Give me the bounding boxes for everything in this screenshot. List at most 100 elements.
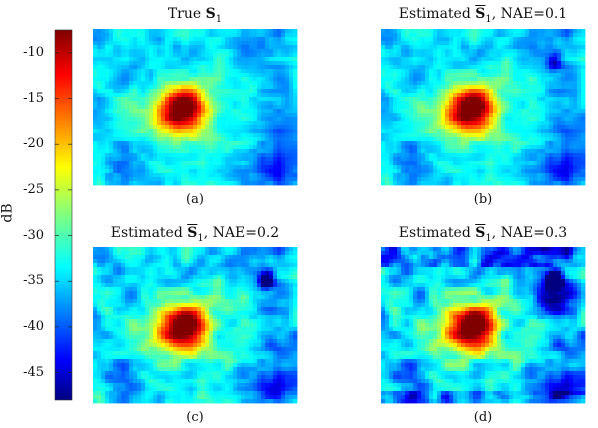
heatmap-cell [169, 29, 174, 34]
heatmap-cell [109, 259, 114, 264]
heatmap-cell [485, 157, 490, 162]
heatmap-cell [441, 129, 446, 134]
heatmap-cell [237, 255, 242, 260]
heatmap-cell [461, 121, 466, 126]
heatmap-cell [433, 93, 438, 98]
heatmap-cell [425, 129, 430, 134]
heatmap-cell [177, 271, 182, 276]
heatmap-cell [533, 93, 538, 98]
heatmap-cell [169, 181, 174, 186]
heatmap-cell [485, 165, 490, 170]
heatmap-cell [493, 37, 498, 42]
heatmap-cell [421, 53, 426, 58]
heatmap-cell [185, 251, 190, 256]
heatmap-cell [189, 37, 194, 42]
heatmap-cell [405, 105, 410, 110]
heatmap-cell [257, 117, 262, 122]
heatmap-cell [569, 57, 574, 62]
heatmap-cell [181, 295, 186, 300]
heatmap-cell [393, 53, 398, 58]
heatmap-cell [185, 263, 190, 268]
heatmap-cell [457, 97, 462, 102]
heatmap-cell [417, 161, 422, 166]
heatmap-cell [561, 109, 566, 114]
heatmap-cell [117, 117, 122, 122]
heatmap-cell [465, 117, 470, 122]
heatmap-cell [281, 53, 286, 58]
heatmap-cell [445, 77, 450, 82]
heatmap-cell [529, 73, 534, 78]
heatmap-cell [117, 61, 122, 66]
heatmap-cell [565, 153, 570, 158]
heatmap-cell [417, 129, 422, 134]
heatmap-cell [273, 97, 278, 102]
heatmap-cell [225, 291, 230, 296]
heatmap-cell [485, 81, 490, 86]
heatmap-cell [137, 77, 142, 82]
heatmap-cell [397, 181, 402, 186]
heatmap-cell [513, 97, 518, 102]
heatmap-cell [189, 307, 194, 312]
heatmap-cell [505, 53, 510, 58]
heatmap-cell [521, 109, 526, 114]
heatmap-cell [157, 153, 162, 158]
heatmap-cell [205, 275, 210, 280]
heatmap-cell [557, 89, 562, 94]
heatmap-cell [109, 295, 114, 300]
heatmap-cell [545, 113, 550, 118]
heatmap-cell [261, 109, 266, 114]
heatmap-cell [133, 33, 138, 38]
heatmap-cell [165, 101, 170, 106]
heatmap-cell [189, 279, 194, 284]
heatmap-cell [437, 133, 442, 138]
heatmap-cell [533, 149, 538, 154]
heatmap-cell [453, 97, 458, 102]
heatmap-cell [253, 65, 258, 70]
heatmap-cell [533, 125, 538, 130]
heatmap-cell [269, 177, 274, 182]
heatmap-cell [533, 33, 538, 38]
heatmap-cell [545, 181, 550, 186]
heatmap-cell [257, 133, 262, 138]
heatmap-cell [577, 61, 582, 66]
heatmap-cell [237, 145, 242, 150]
heatmap-cell [577, 85, 582, 90]
heatmap-cell [277, 133, 282, 138]
heatmap-cell [117, 121, 122, 126]
heatmap-cell [101, 153, 106, 158]
heatmap-cell [449, 53, 454, 58]
heatmap-cell [133, 323, 138, 328]
heatmap-cell [165, 299, 170, 304]
heatmap-cell [181, 57, 186, 62]
heatmap-cell [213, 283, 218, 288]
heatmap-cell [545, 69, 550, 74]
heatmap-cell [289, 279, 294, 284]
heatmap-cell [481, 105, 486, 110]
heatmap-cell [285, 161, 290, 166]
heatmap-cell [161, 73, 166, 78]
heatmap-cell [237, 169, 242, 174]
heatmap-cell [209, 177, 214, 182]
heatmap-cell [241, 41, 246, 46]
heatmap-cell [465, 45, 470, 50]
heatmap-cell [557, 181, 562, 186]
heatmap-cell [165, 109, 170, 114]
heatmap-cell [221, 287, 226, 292]
heatmap-cell [273, 121, 278, 126]
heatmap-cell [449, 89, 454, 94]
heatmap-cell [205, 133, 210, 138]
heatmap-cell [245, 137, 250, 142]
heatmap-cell [421, 137, 426, 142]
heatmap-cell [225, 275, 230, 280]
heatmap-cell [197, 141, 202, 146]
heatmap-cell [217, 173, 222, 178]
heatmap-cell [569, 157, 574, 162]
heatmap-cell [173, 291, 178, 296]
heatmap-cell [273, 287, 278, 292]
heatmap-cell [257, 77, 262, 82]
heatmap-cell [253, 117, 258, 122]
heatmap-cell [269, 113, 274, 118]
heatmap-cell [497, 125, 502, 130]
heatmap-cell [201, 37, 206, 42]
heatmap-cell [557, 97, 562, 102]
